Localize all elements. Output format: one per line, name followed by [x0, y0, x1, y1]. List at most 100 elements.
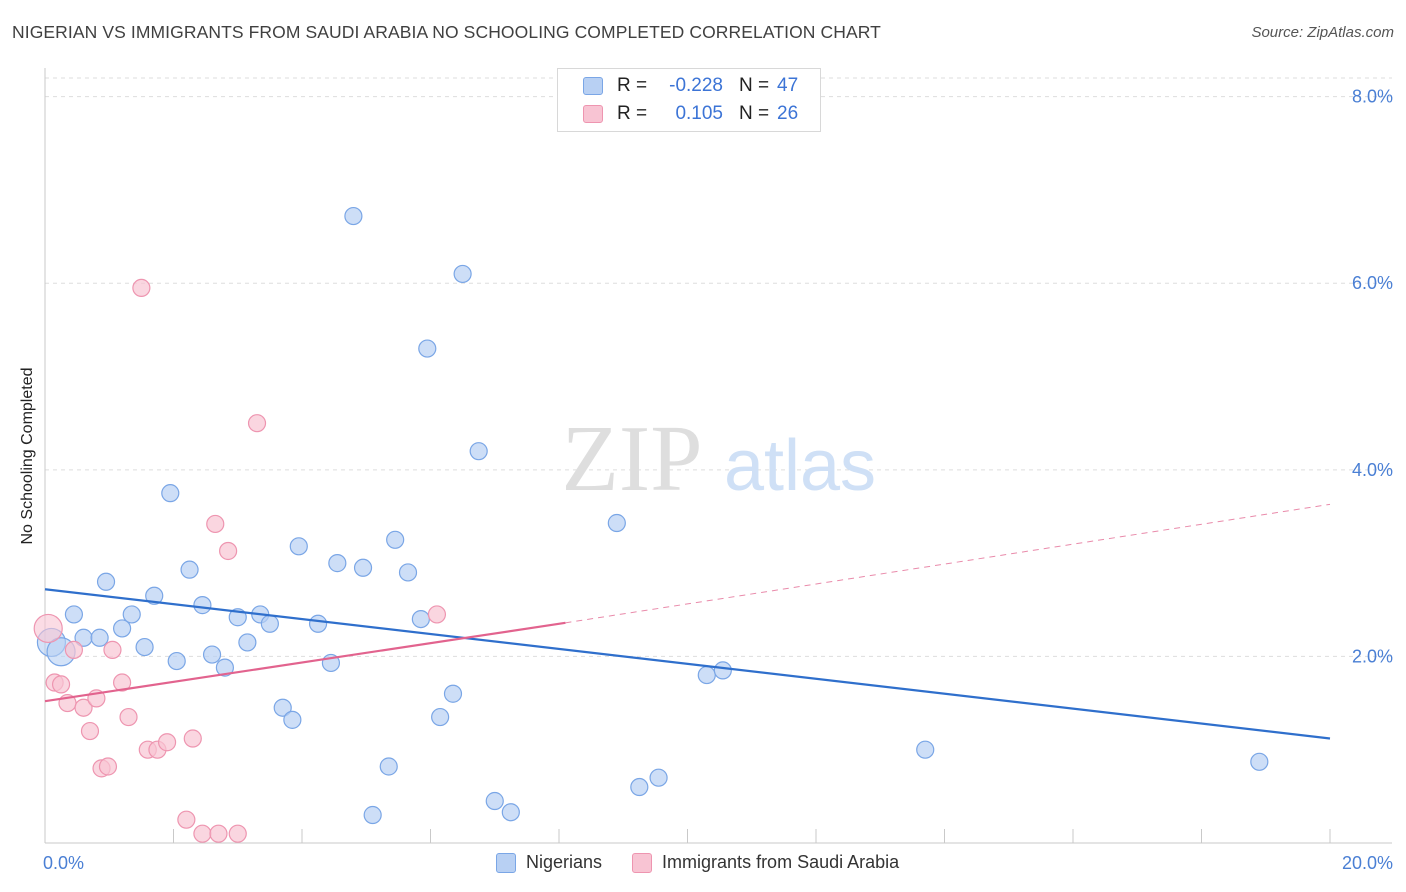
- r-value: -0.228: [669, 75, 723, 96]
- source-credit: Source: ZipAtlas.com: [1251, 24, 1394, 41]
- nigerian-point: [398, 563, 418, 582]
- nigerian-point: [112, 619, 132, 638]
- nigerian-point: [431, 707, 450, 727]
- legend-label-nigerians: Nigerians: [526, 852, 603, 872]
- saudi-legend-swatch: [632, 852, 653, 873]
- watermark-atlas: atlas: [724, 426, 876, 506]
- r-label: R =: [617, 75, 648, 96]
- saudi-swatch: [583, 105, 603, 123]
- saudi-point: [177, 810, 196, 829]
- saudi-point: [219, 541, 238, 561]
- n-value: 26: [777, 103, 799, 124]
- nigerian-point: [630, 777, 649, 797]
- saudi-point: [74, 698, 93, 717]
- nigerian-point: [453, 264, 472, 284]
- nigerian-point: [260, 614, 279, 633]
- nigerian-point: [180, 560, 199, 579]
- nigerian-point: [411, 609, 430, 629]
- nigerian-point: [353, 558, 373, 577]
- nigerian-point: [64, 605, 84, 624]
- nigerian-point: [289, 537, 308, 556]
- saudi-trend-line: [44, 621, 566, 703]
- correlation-legend: R = -0.228 N = 47 R = 0.105 N = 26: [557, 68, 821, 132]
- nigerian-point: [379, 757, 398, 776]
- nigerian-point: [649, 768, 668, 787]
- nigerian-point: [469, 442, 488, 461]
- nigerian-point: [283, 710, 302, 729]
- nigerian-point: [501, 803, 520, 822]
- nigerians-swatch: [583, 77, 603, 95]
- y-tick-label: 8.0%: [1352, 87, 1393, 107]
- nigerian-point: [308, 614, 328, 633]
- saudi-point: [33, 613, 63, 644]
- legend-item-nigerians[interactable]: Nigerians: [496, 852, 602, 873]
- y-tick-label: 2.0%: [1352, 646, 1393, 666]
- y-tick-label: 4.0%: [1352, 460, 1393, 480]
- chart-title: NIGERIAN VS IMMIGRANTS FROM SAUDI ARABIA…: [12, 22, 881, 42]
- nigerian-point: [607, 513, 626, 533]
- nigerian-point: [96, 572, 116, 591]
- nigerian-point: [122, 605, 141, 624]
- n-label: N =: [739, 103, 770, 124]
- n-value: 47: [777, 75, 799, 96]
- nigerian-point: [90, 628, 109, 647]
- saudi-point: [112, 673, 132, 692]
- nigerian-point: [161, 484, 180, 503]
- saudi-point: [427, 605, 447, 624]
- saudi-point: [183, 729, 202, 748]
- nigerian-point: [238, 633, 257, 652]
- nigerian-point: [485, 791, 504, 811]
- watermark-zip: ZIP: [562, 407, 703, 511]
- points-layer: [33, 206, 1269, 843]
- nigerian-point: [344, 206, 363, 226]
- nigerian-point: [167, 651, 186, 671]
- nigerian-point: [363, 805, 382, 825]
- saudi-point: [119, 707, 138, 727]
- legend-row-saudi: R = 0.105 N = 26: [558, 100, 798, 128]
- n-label: N =: [739, 75, 770, 96]
- nigerian-point: [418, 339, 437, 358]
- nigerian-point: [202, 645, 222, 664]
- tick-label-layer: 2.0% 4.0% 6.0% 8.0% 0.0% 20.0%: [43, 87, 1393, 873]
- saudi-point: [51, 675, 71, 694]
- saudi-point: [193, 824, 212, 843]
- nigerian-point: [1250, 752, 1269, 771]
- saudi-point: [206, 514, 225, 534]
- nigerian-point: [215, 658, 234, 677]
- nigerian-point: [713, 661, 732, 680]
- saudi-point: [247, 414, 267, 433]
- saudi-point: [228, 824, 247, 843]
- x-tick-label-min: 0.0%: [43, 853, 84, 873]
- saudi-point: [103, 640, 122, 659]
- saudi-point: [80, 721, 100, 741]
- axis-layer: [44, 68, 1392, 844]
- x-tick-label-max: 20.0%: [1342, 853, 1393, 873]
- y-tick-label: 6.0%: [1352, 273, 1393, 293]
- nigerian-point: [135, 637, 154, 657]
- saudi-point: [209, 824, 228, 843]
- series-legend: Nigerians Immigrants from Saudi Arabia: [496, 852, 929, 873]
- trend-layer: [44, 503, 1331, 740]
- saudi-point: [132, 278, 151, 298]
- nigerian-point: [697, 665, 716, 685]
- legend-row-nigerians: R = -0.228 N = 47: [558, 72, 798, 100]
- r-label: R =: [617, 103, 648, 124]
- watermark: ZIP atlas: [562, 407, 877, 511]
- nigerian-point: [386, 530, 405, 549]
- legend-item-saudi[interactable]: Immigrants from Saudi Arabia: [632, 852, 899, 873]
- nigerian-point: [328, 554, 347, 573]
- nigerian-point: [273, 698, 292, 717]
- grid-layer: [45, 77, 1392, 657]
- saudi-point: [98, 757, 118, 776]
- nigerian-point: [916, 740, 935, 759]
- nigerian-point: [443, 684, 463, 703]
- saudi-point: [157, 733, 177, 752]
- saudi-trend-extension: [565, 503, 1331, 624]
- legend-label-saudi: Immigrants from Saudi Arabia: [662, 852, 900, 872]
- nigerians-trend-line: [44, 588, 1331, 740]
- saudi-point: [64, 640, 84, 659]
- r-value: 0.105: [675, 103, 723, 124]
- nigerians-legend-swatch: [496, 852, 516, 873]
- nigerian-point: [145, 586, 164, 605]
